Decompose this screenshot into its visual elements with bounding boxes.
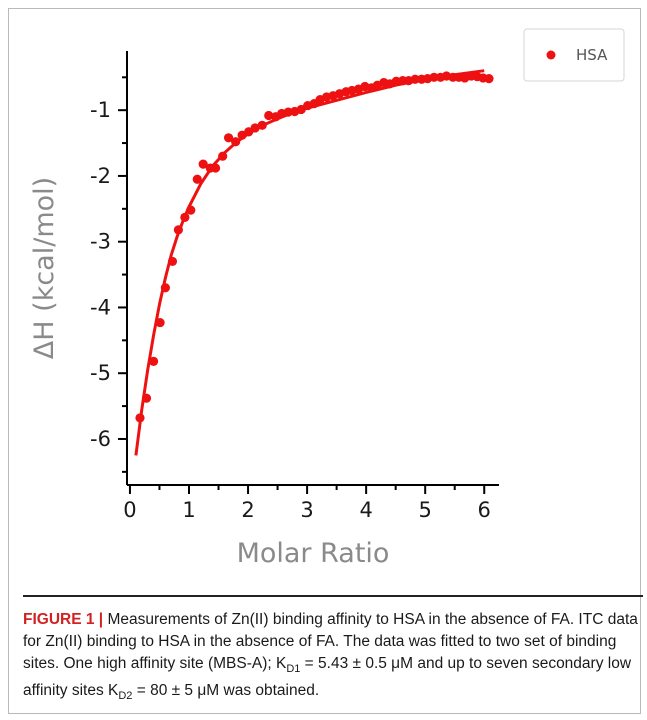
x-tick-label: 2 <box>241 498 254 522</box>
data-point <box>160 283 170 293</box>
data-point <box>210 163 221 173</box>
data-point <box>155 317 165 328</box>
data-point <box>257 120 267 130</box>
data-point <box>198 159 208 169</box>
data-point <box>231 137 241 147</box>
data-point <box>223 133 234 143</box>
data-point <box>141 393 152 403</box>
y-tick-label: -3 <box>90 230 111 254</box>
caption-sub-kd2: D2 <box>118 690 133 703</box>
caption-text-3: = 80 ± 5 μM was obtained. <box>132 682 320 700</box>
figure-caption: FIGURE 1 | Measurements of Zn(II) bindin… <box>23 595 643 707</box>
data-point <box>484 74 494 84</box>
chart-axes: 0 1 2 3 4 5 6 -1 -2 -3 -4 -5 -6 <box>90 51 499 522</box>
x-tick-label: 4 <box>359 498 372 522</box>
x-tick-label: 0 <box>123 498 136 522</box>
legend: HSA <box>523 28 625 82</box>
x-tick-label: 5 <box>419 498 432 522</box>
data-point <box>218 151 228 161</box>
figure-frame: 0 1 2 3 4 5 6 -1 -2 -3 -4 -5 -6 Molar Ratio ΔH (kcal… <box>8 8 643 714</box>
caption-text-1: Measurements of Zn(II) binding affinity … <box>23 611 638 672</box>
caption-text-2: = 5.43 ± 0.5 μM and up to seven secondar… <box>23 655 632 700</box>
data-point <box>173 225 183 235</box>
data-point <box>410 74 420 84</box>
data-point <box>264 110 274 121</box>
data-point <box>167 256 178 267</box>
caption-sub-kd1: D1 <box>286 663 301 676</box>
y-tick-label: -2 <box>90 164 111 188</box>
data-point <box>429 72 439 82</box>
x-tick-label: 1 <box>182 498 195 522</box>
y-tick-label: -1 <box>90 98 111 122</box>
data-point <box>180 212 190 222</box>
fit-curve <box>134 69 485 456</box>
legend-box <box>523 28 625 82</box>
legend-label: HSA <box>576 46 608 64</box>
x-axis-title: Molar Ratio <box>237 538 390 569</box>
x-tick-label: 3 <box>300 498 313 522</box>
data-point <box>192 174 202 184</box>
data-point <box>135 413 145 423</box>
y-tick-label: -5 <box>90 361 111 385</box>
chart: 0 1 2 3 4 5 6 -1 -2 -3 -4 -5 -6 Molar Ratio ΔH (kcal… <box>29 28 625 569</box>
data-points <box>135 71 494 423</box>
x-tick-label: 6 <box>478 498 491 522</box>
y-tick-label: -4 <box>90 295 111 319</box>
y-tick-label: -6 <box>90 427 111 451</box>
data-point <box>148 356 159 366</box>
figure-label: FIGURE 1 | <box>23 611 104 628</box>
y-axis-title: ΔH (kcal/mol) <box>29 177 60 359</box>
data-point <box>186 205 196 215</box>
data-point <box>250 123 260 133</box>
legend-marker <box>546 50 556 60</box>
